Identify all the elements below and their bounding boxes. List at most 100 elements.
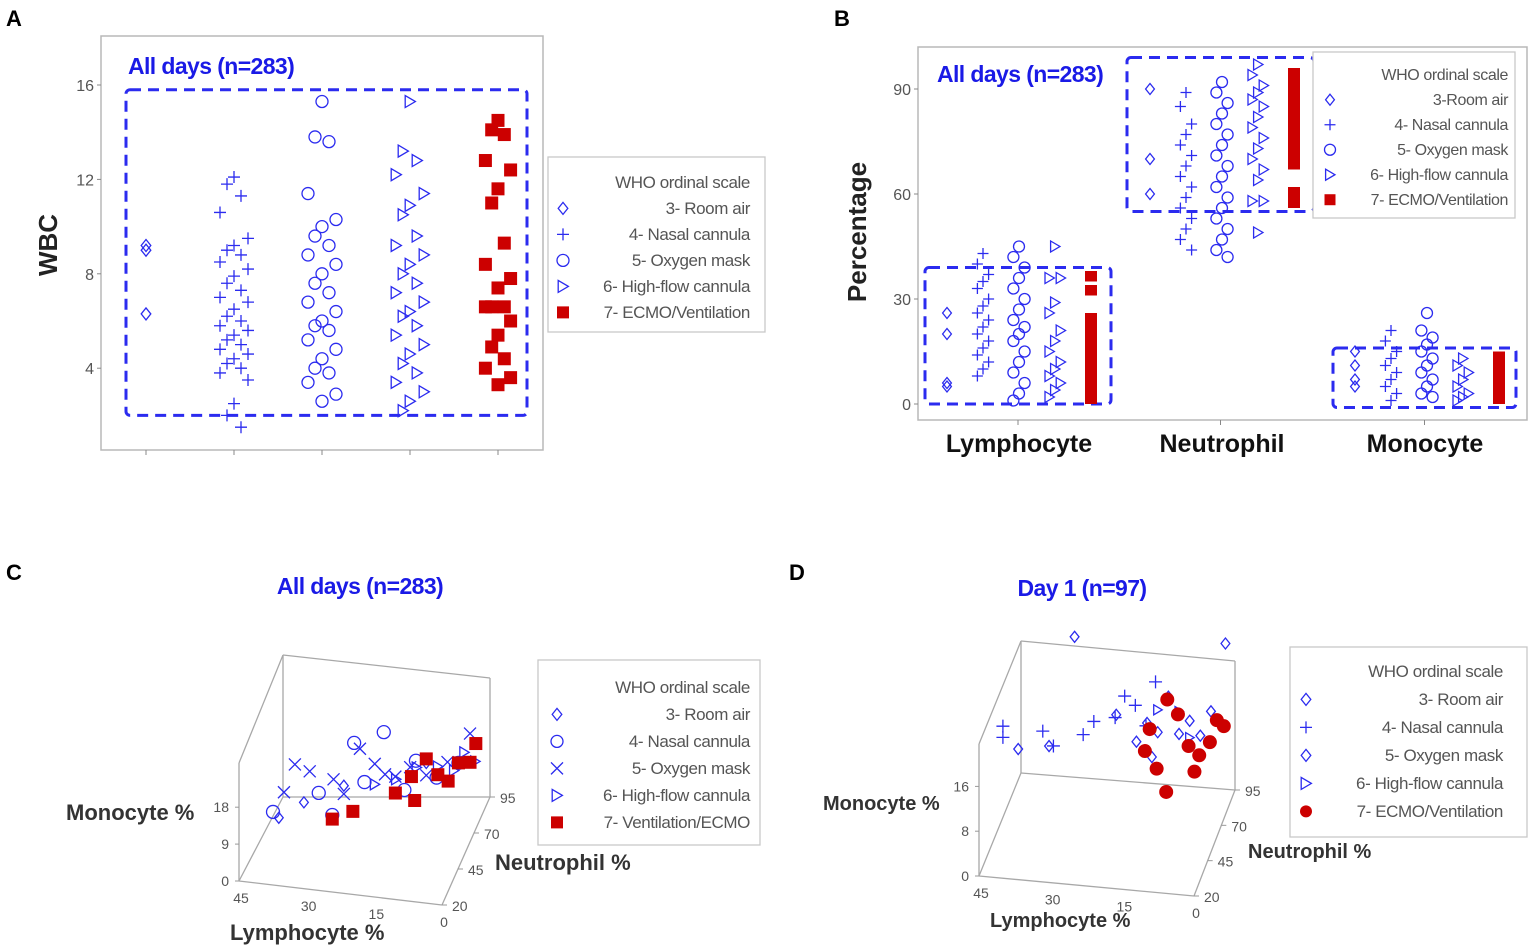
category-label-neutrophil: Neutrophil <box>1160 430 1285 458</box>
data-point-triangle <box>418 247 431 263</box>
highlight-box <box>1331 346 1518 409</box>
box-edge <box>978 772 1022 877</box>
data-point-diamond <box>1173 727 1185 741</box>
data-point-triangle <box>390 328 403 343</box>
data-point-triangle <box>1452 379 1464 394</box>
data-point-diamond <box>941 376 953 390</box>
data-point-plus <box>242 296 254 309</box>
data-point-square <box>419 752 433 766</box>
data-point-triangle <box>404 94 417 109</box>
y-tick-label: 16 <box>76 78 94 95</box>
data-point-circle <box>1215 233 1229 246</box>
data-bar-ecmo <box>1288 187 1300 208</box>
data-point-plus <box>977 321 989 333</box>
data-point-circle <box>1221 128 1234 141</box>
data-point-triangle <box>1463 365 1475 380</box>
data-point-circle <box>1215 138 1229 152</box>
data-point-triangle <box>418 186 431 201</box>
data-point-circle <box>322 366 336 380</box>
data-point-plus <box>971 328 983 340</box>
data-point-triangle <box>397 356 410 371</box>
data-point-triangle <box>1457 390 1470 404</box>
highlight-box <box>124 88 529 417</box>
y-tick-label: 70 <box>484 826 500 842</box>
data-point-circle <box>1007 366 1020 379</box>
data-point-triangle <box>1258 194 1270 208</box>
data-point-diamond <box>557 201 569 216</box>
data-point-square <box>478 154 492 168</box>
data-point-circle <box>1007 334 1020 348</box>
data-point-triangle <box>411 228 424 244</box>
x-axis-label: Lymphocyte % <box>230 920 384 945</box>
data-point-circle <box>1415 345 1428 358</box>
z-tick-label: 18 <box>213 799 229 815</box>
y-tick-label: 45 <box>468 862 484 878</box>
data-point-circle <box>315 94 329 109</box>
data-point-circle <box>1007 313 1020 327</box>
data-point-plus <box>1149 675 1163 689</box>
data-point-diamond <box>298 795 310 809</box>
x-icon <box>550 761 564 775</box>
data-point-circle <box>1210 86 1223 99</box>
data-point-circle <box>322 323 336 338</box>
data-point-circle <box>315 352 329 366</box>
data-point-circle <box>322 286 336 300</box>
data-point-circle <box>1210 180 1223 194</box>
data-point-square <box>478 300 492 314</box>
series-diamond <box>140 238 152 321</box>
legend-item-label: 4- Nasal cannula <box>1382 718 1504 737</box>
data-point-diamond <box>1144 187 1156 201</box>
data-point-circle <box>1018 376 1031 390</box>
data-point-circle <box>301 186 315 201</box>
box-edge <box>238 796 284 882</box>
x-tick-label: 45 <box>233 890 249 906</box>
data-point-square <box>478 361 492 375</box>
data-point-circle <box>1323 143 1337 156</box>
x-tick-label: 15 <box>1117 898 1133 914</box>
data-bar-ecmo <box>1085 271 1097 282</box>
data-point-plus <box>983 314 995 326</box>
data-point-square <box>491 328 505 342</box>
data-point-plus <box>228 329 240 342</box>
data-point-diamond <box>551 707 563 722</box>
data-point-square <box>551 816 563 829</box>
data-point-plus <box>1300 721 1312 734</box>
legend-title: WHO ordinal scale <box>1381 67 1508 84</box>
y-axis-label: Neutrophil % <box>1248 841 1372 863</box>
data-point-triangle <box>390 772 403 786</box>
data-point-triangle <box>390 167 403 182</box>
data-point-diamond <box>1324 93 1336 107</box>
data-point-triangle <box>1324 168 1337 182</box>
data-point-diamond <box>338 779 350 793</box>
data-point-dot <box>1300 805 1312 818</box>
data-point-plus <box>1180 87 1192 98</box>
data-point-x <box>327 772 341 786</box>
data-point-plus <box>1076 728 1090 742</box>
circle-icon <box>1323 143 1337 156</box>
data-point-triangle <box>1247 152 1259 166</box>
data-point-triangle <box>1258 162 1270 177</box>
data-point-triangle <box>1049 239 1062 254</box>
data-point-triangle <box>390 285 403 300</box>
data-point-circle <box>1420 306 1434 320</box>
y-tick-label: 20 <box>1204 889 1220 905</box>
data-point-square <box>504 163 518 177</box>
legend-frame <box>1312 51 1516 219</box>
panel-label-b: B <box>834 6 850 31</box>
data-point-triangle <box>1247 120 1259 135</box>
data-point-circle <box>1018 261 1031 274</box>
data-point-triangle <box>1252 85 1265 100</box>
data-point-diamond <box>1349 344 1361 359</box>
data-point-square <box>478 257 492 271</box>
category-label-lymphocyte: Lymphocyte <box>946 430 1092 458</box>
legend-item-label: 5- Oxygen mask <box>632 251 751 270</box>
data-point-plus <box>996 730 1010 744</box>
data-point-circle <box>1012 303 1026 316</box>
panel-label-c: C <box>6 560 22 585</box>
x-axis-label: Lymphocyte % <box>990 910 1131 932</box>
dot-icon <box>1300 805 1312 818</box>
data-point-plus <box>235 421 247 434</box>
data-point-triangle <box>1452 393 1464 408</box>
data-point-dot <box>1187 764 1202 779</box>
y-axis-label: Percentage <box>842 162 872 302</box>
